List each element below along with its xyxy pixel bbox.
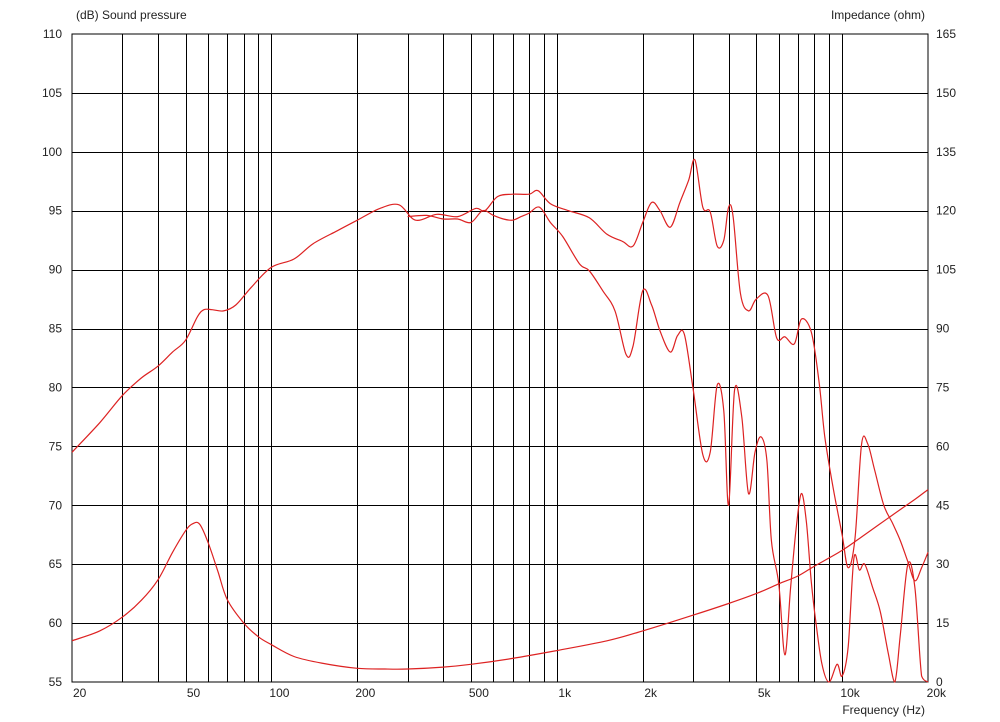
y-right-tick-label: 30: [936, 557, 950, 571]
y-right-tick-label: 120: [936, 204, 956, 218]
y-right-tick-label: 15: [936, 616, 950, 630]
plot-background: [72, 34, 928, 682]
curves: [71, 158, 929, 683]
left-axis-tick-labels: 55 60 65 70 75 80 85 90 95 100 105 110: [42, 27, 62, 689]
spl-curve-on-axis: [71, 158, 929, 582]
y-right-tick-label: 135: [936, 145, 956, 159]
right-axis-tick-labels: 0 15 30 45 60 75 90 105 120 135 150 165: [936, 27, 956, 689]
y-right-tick-label: 75: [936, 380, 950, 394]
x-tick-label: 20: [73, 686, 87, 700]
y-right-tick-label: 150: [936, 86, 956, 100]
y-left-tick-label: 60: [49, 616, 63, 630]
x-tick-label: 10k: [840, 686, 860, 700]
y-left-tick-label: 90: [49, 263, 63, 277]
y-left-tick-label: 85: [49, 322, 63, 336]
y-right-tick-label: 90: [936, 322, 950, 336]
x-tick-label: 20k: [927, 686, 947, 700]
x-tick-label: 2k: [644, 686, 658, 700]
right-axis-title: Impedance (ohm): [831, 8, 925, 22]
y-left-tick-label: 80: [49, 380, 63, 394]
y-right-tick-label: 105: [936, 263, 956, 277]
x-axis-tick-labels: 20 50 100 200 500 1k 2k 5k 10k 20k: [73, 686, 947, 700]
spl-curve-off-axis: [407, 206, 929, 683]
impedance-curve: [71, 489, 929, 670]
y-right-tick-label: 0: [936, 675, 943, 689]
x-tick-label: 100: [269, 686, 289, 700]
y-right-tick-label: 60: [936, 439, 950, 453]
y-right-tick-label: 45: [936, 498, 950, 512]
x-tick-label: 500: [469, 686, 489, 700]
y-left-tick-label: 100: [42, 145, 62, 159]
y-left-tick-label: 105: [42, 86, 62, 100]
plot-frame: [71, 33, 929, 683]
y-left-tick-label: 55: [49, 675, 63, 689]
x-tick-label: 50: [187, 686, 201, 700]
y-left-tick-label: 70: [49, 498, 63, 512]
y-left-tick-label: 110: [43, 27, 62, 41]
x-tick-label: 5k: [758, 686, 772, 700]
x-axis-title: Frequency (Hz): [842, 703, 925, 717]
y-left-tick-label: 65: [49, 557, 63, 571]
y-left-tick-label: 75: [49, 439, 63, 453]
x-tick-label: 1k: [558, 686, 572, 700]
x-tick-label: 200: [355, 686, 375, 700]
vertical-gridlines: [122, 34, 843, 682]
y-right-tick-label: 165: [936, 27, 956, 41]
horizontal-gridlines: [72, 93, 928, 624]
left-axis-title: (dB) Sound pressure: [76, 8, 187, 22]
y-left-tick-label: 95: [49, 204, 63, 218]
